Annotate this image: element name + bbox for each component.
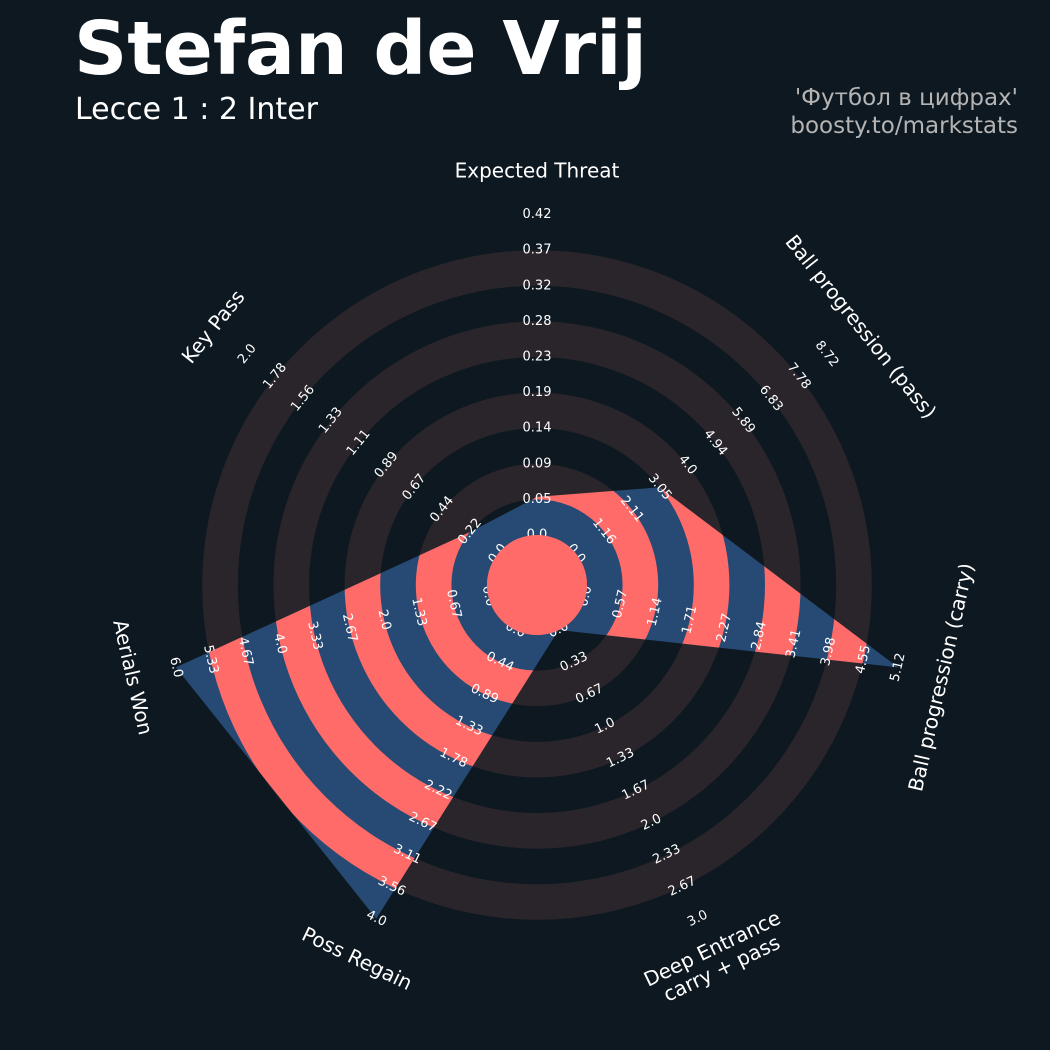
parameter-label-line: Ball progression (carry)	[903, 561, 979, 794]
tick-label: 0.23	[523, 350, 552, 365]
tick-label: 2.84	[749, 620, 770, 652]
tick-label: 2.67	[339, 612, 360, 644]
tick-label: 1.33	[408, 596, 429, 628]
tick-label: 1.71	[679, 604, 700, 636]
tick-label: 3.33	[304, 620, 325, 652]
tick-labels: 0.00.050.090.140.190.230.280.320.370.420…	[166, 207, 908, 930]
tick-label: 5.12	[888, 652, 909, 684]
tick-label: 3.98	[818, 636, 839, 668]
page-title: Stefan de Vrij	[74, 6, 647, 92]
match-subtitle: Lecce 1 : 2 Inter	[75, 92, 318, 127]
parameter-label: Expected Threat	[455, 159, 620, 183]
parameter-label: Aerials Won	[108, 617, 158, 737]
tick-label: 2.27	[714, 612, 735, 644]
tick-label: 0.14	[523, 421, 552, 436]
credit-block: 'Футбол в цифрах' boosty.to/markstats	[790, 84, 1018, 140]
tick-label: 6.0	[166, 656, 185, 680]
tick-label: 0.37	[523, 243, 552, 258]
tick-label: 4.67	[235, 636, 256, 668]
tick-label: 8.72	[812, 338, 842, 370]
tick-label: 0.09	[523, 456, 552, 471]
credit-line-1: 'Футбол в цифрах'	[794, 85, 1018, 111]
tick-label: 0.28	[523, 314, 552, 329]
credit-line-2: boosty.to/markstats	[790, 113, 1018, 139]
tick-label: 2.0	[374, 608, 393, 632]
parameter-label-line: Aerials Won	[108, 617, 158, 737]
tick-label: 5.33	[200, 644, 221, 676]
tick-label: 3.0	[685, 907, 710, 929]
tick-label: 0.42	[523, 207, 552, 222]
parameter-label: Poss Regain	[298, 922, 416, 995]
parameter-label-line: Expected Threat	[455, 159, 620, 183]
parameter-label: Deep Entrancecarry + pass	[640, 905, 794, 1011]
tick-label: 0.19	[523, 385, 552, 400]
tick-label: 0.67	[443, 588, 464, 620]
tick-label: 2.0	[235, 341, 260, 367]
tick-label: 1.14	[645, 596, 666, 628]
tick-label: 4.0	[270, 632, 289, 656]
tick-label: 4.0	[364, 907, 389, 929]
parameter-label: Ball progression (carry)	[903, 561, 979, 794]
tick-label: 0.05	[523, 492, 552, 507]
center-disc	[487, 535, 587, 635]
tick-label: 3.41	[783, 628, 804, 660]
tick-label: 0.57	[610, 588, 631, 620]
tick-label: 0.32	[523, 278, 552, 293]
parameter-label-line: Poss Regain	[298, 922, 416, 995]
tick-label: 4.55	[853, 644, 874, 676]
